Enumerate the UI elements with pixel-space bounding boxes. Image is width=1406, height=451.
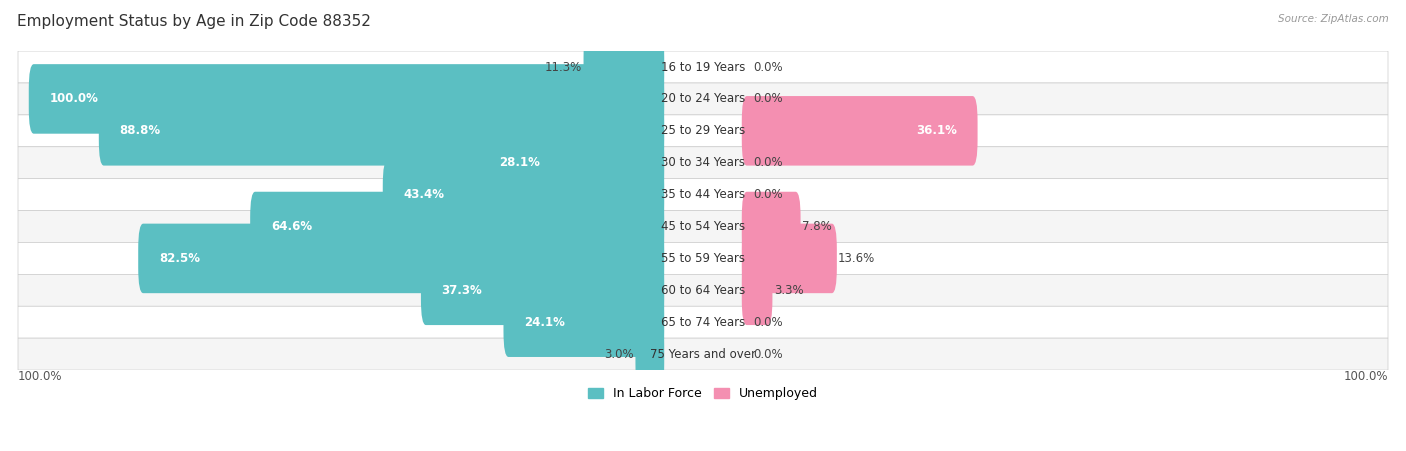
FancyBboxPatch shape [250,192,664,261]
Text: 3.3%: 3.3% [773,284,803,297]
Text: 100.0%: 100.0% [1343,370,1388,383]
FancyBboxPatch shape [503,287,664,357]
Text: 20 to 24 Years: 20 to 24 Years [661,92,745,106]
Text: 100.0%: 100.0% [18,370,63,383]
Text: 30 to 34 Years: 30 to 34 Years [661,156,745,169]
FancyBboxPatch shape [742,224,837,293]
FancyBboxPatch shape [18,115,1388,147]
FancyBboxPatch shape [18,306,1388,338]
Text: 25 to 29 Years: 25 to 29 Years [661,124,745,137]
FancyBboxPatch shape [18,338,1388,370]
FancyBboxPatch shape [18,179,1388,211]
FancyBboxPatch shape [98,96,664,166]
Text: 64.6%: 64.6% [271,220,312,233]
Text: 24.1%: 24.1% [524,316,565,329]
Text: Employment Status by Age in Zip Code 88352: Employment Status by Age in Zip Code 883… [17,14,371,28]
FancyBboxPatch shape [742,96,977,166]
Text: 13.6%: 13.6% [838,252,876,265]
Text: 0.0%: 0.0% [754,92,783,106]
FancyBboxPatch shape [18,51,1388,83]
Text: 100.0%: 100.0% [49,92,98,106]
Text: 43.4%: 43.4% [404,188,444,201]
FancyBboxPatch shape [742,192,800,261]
Text: 36.1%: 36.1% [917,124,957,137]
FancyBboxPatch shape [478,128,664,198]
FancyBboxPatch shape [138,224,664,293]
Text: 0.0%: 0.0% [754,188,783,201]
Text: Source: ZipAtlas.com: Source: ZipAtlas.com [1278,14,1389,23]
Text: 0.0%: 0.0% [754,156,783,169]
Text: 0.0%: 0.0% [754,60,783,74]
Text: 11.3%: 11.3% [546,60,582,74]
Text: 16 to 19 Years: 16 to 19 Years [661,60,745,74]
Text: 88.8%: 88.8% [120,124,160,137]
FancyBboxPatch shape [18,211,1388,243]
FancyBboxPatch shape [18,243,1388,274]
Text: 28.1%: 28.1% [499,156,540,169]
Text: 55 to 59 Years: 55 to 59 Years [661,252,745,265]
Text: 60 to 64 Years: 60 to 64 Years [661,284,745,297]
FancyBboxPatch shape [636,319,664,389]
Text: 0.0%: 0.0% [754,348,783,361]
FancyBboxPatch shape [28,64,664,133]
Text: 75 Years and over: 75 Years and over [650,348,756,361]
Text: 7.8%: 7.8% [801,220,831,233]
Text: 35 to 44 Years: 35 to 44 Years [661,188,745,201]
Text: 45 to 54 Years: 45 to 54 Years [661,220,745,233]
Text: 37.3%: 37.3% [441,284,482,297]
FancyBboxPatch shape [382,160,664,230]
Text: 82.5%: 82.5% [159,252,200,265]
Text: 0.0%: 0.0% [754,316,783,329]
Legend: In Labor Force, Unemployed: In Labor Force, Unemployed [583,382,823,405]
FancyBboxPatch shape [18,83,1388,115]
FancyBboxPatch shape [18,274,1388,306]
FancyBboxPatch shape [583,32,664,102]
FancyBboxPatch shape [18,147,1388,179]
FancyBboxPatch shape [742,256,772,325]
FancyBboxPatch shape [420,256,664,325]
Text: 3.0%: 3.0% [605,348,634,361]
Text: 65 to 74 Years: 65 to 74 Years [661,316,745,329]
